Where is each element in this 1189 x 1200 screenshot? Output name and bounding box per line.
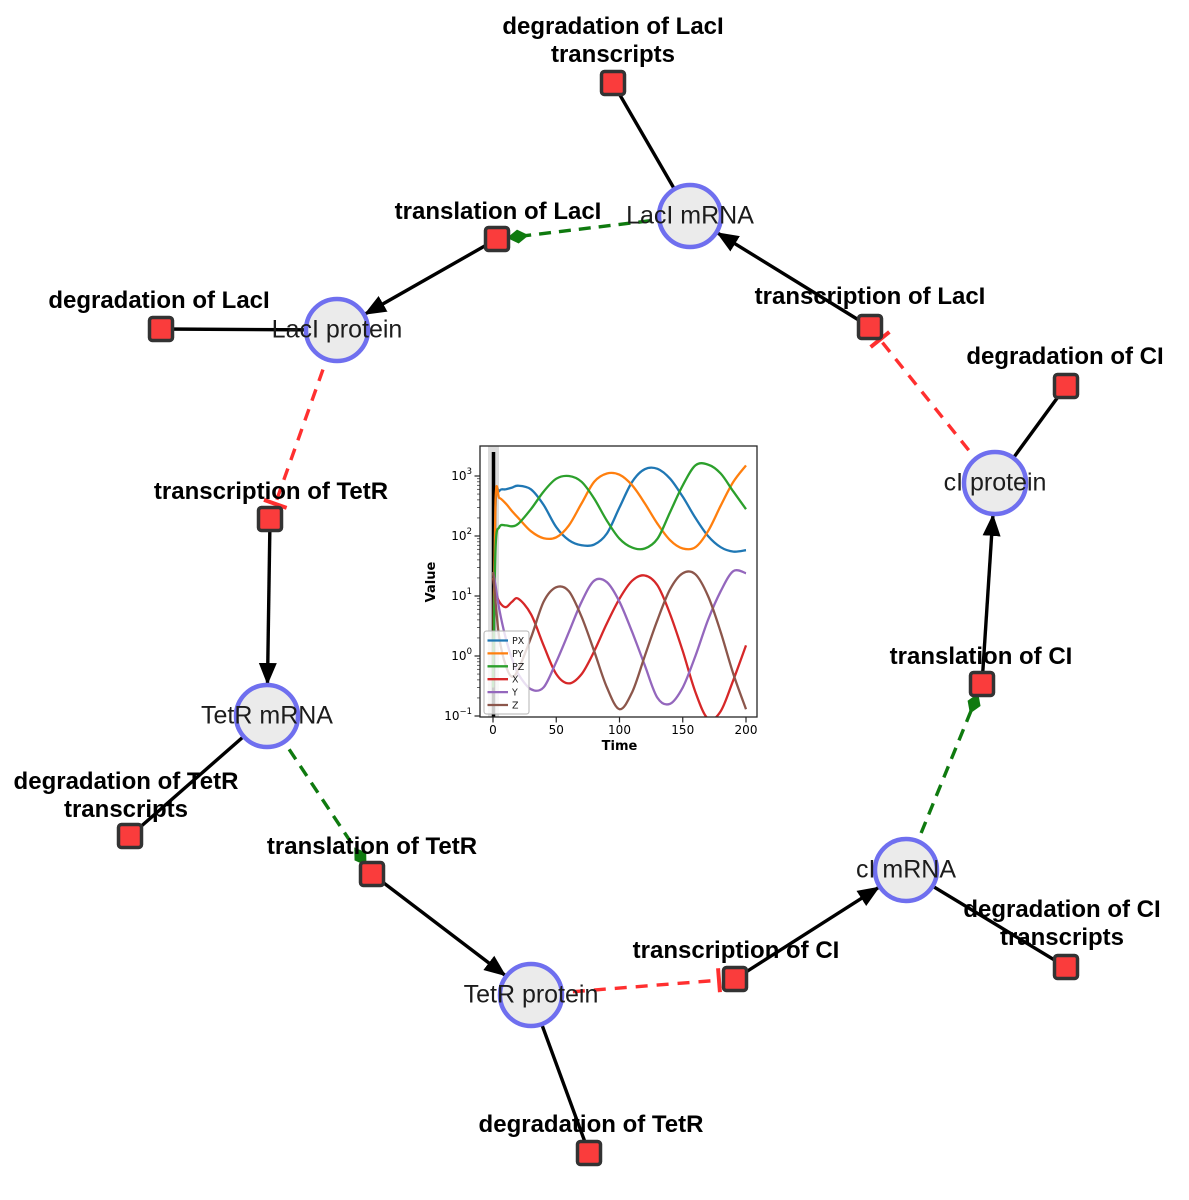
svg-text:100: 100: [451, 647, 472, 663]
svg-text:PY: PY: [512, 649, 524, 660]
svg-text:100: 100: [608, 723, 631, 737]
reaction-square-transcription-laci: [856, 313, 884, 341]
label-degradation-tetr-transcripts: degradation of TetR transcripts: [13, 768, 239, 823]
edge-transcription-ci-to-mrna: [734, 886, 880, 981]
svg-text:Z: Z: [512, 701, 519, 712]
svg-text:101: 101: [451, 587, 472, 603]
label-laci-mrna: LacI mRNA: [626, 201, 754, 230]
reaction-square-translation-tetr: [358, 860, 386, 888]
label-transcription-ci: transcription of CI: [632, 937, 840, 964]
svg-text:X: X: [512, 675, 519, 686]
svg-text:PX: PX: [512, 636, 525, 647]
reaction-square-translation-ci: [968, 670, 996, 698]
reaction-square-transcription-ci: [721, 965, 749, 993]
reaction-square-translation-laci: [483, 225, 511, 253]
oscillation-chart-svg: 0 50 100 150 200 103 102 101 100 10−1 Time Value PX P…: [424, 445, 758, 754]
reaction-square-transcription-tetr: [256, 505, 284, 533]
label-tetr-protein: TetR protein: [463, 980, 599, 1009]
edge-translation-laci-to-protein: [363, 237, 498, 316]
reaction-square-degradation-ci: [1052, 372, 1080, 400]
svg-text:PZ: PZ: [512, 662, 525, 673]
edge-translation-ci-to-protein: [980, 513, 1001, 685]
svg-text:0: 0: [489, 723, 497, 737]
label-degradation-ci: degradation of CI: [966, 343, 1164, 370]
label-translation-laci: translation of LacI: [394, 198, 602, 225]
svg-text:200: 200: [735, 723, 758, 737]
species-node-ci-protein: [961, 449, 1029, 517]
svg-text:150: 150: [671, 723, 694, 737]
svg-text:Time: Time: [602, 739, 638, 754]
label-transcription-laci: transcription of LacI: [754, 283, 986, 310]
svg-text:50: 50: [549, 723, 564, 737]
label-translation-ci: translation of CI: [889, 643, 1073, 670]
svg-text:Value: Value: [424, 561, 439, 602]
reaction-square-degradation-ci-transcripts: [1052, 953, 1080, 981]
oscillation-chart: 0 50 100 150 200 103 102 101 100 10−1 Time Value PX P…: [420, 432, 770, 762]
label-transcription-tetr: transcription of TetR: [153, 478, 389, 505]
species-node-laci-protein: [303, 296, 371, 364]
species-node-ci-mrna: [872, 836, 940, 904]
species-node-tetr-protein: [497, 961, 565, 1029]
label-translation-tetr: translation of TetR: [266, 833, 478, 860]
edge-transcription-tetr-to-mrna: [258, 518, 277, 685]
reaction-square-degradation-laci: [147, 315, 175, 343]
species-node-laci-mrna: [656, 182, 724, 250]
edge-translation-tetr-to-protein: [370, 872, 507, 977]
label-tetr-mrna: TetR mRNA: [201, 701, 333, 730]
label-degradation-laci-transcripts: degradation of LacI transcripts: [502, 13, 724, 68]
label-laci-protein: LacI protein: [271, 315, 403, 344]
svg-text:10−1: 10−1: [444, 707, 472, 723]
label-ci-mrna: cI mRNA: [856, 855, 956, 884]
label-degradation-laci: degradation of LacI: [48, 287, 270, 314]
svg-text:102: 102: [451, 527, 472, 543]
reaction-square-degradation-laci-transcripts: [599, 69, 627, 97]
svg-text:103: 103: [451, 467, 472, 483]
label-degradation-ci-transcripts: degradation of CI transcripts: [963, 896, 1161, 951]
edge-transcription-laci-to-mrna: [716, 231, 871, 329]
label-degradation-tetr: degradation of TetR: [478, 1111, 704, 1138]
species-node-tetr-mrna: [233, 682, 301, 750]
reaction-square-degradation-tetr-transcripts: [116, 822, 144, 850]
svg-text:Y: Y: [511, 688, 518, 699]
reaction-square-degradation-tetr: [575, 1139, 603, 1167]
label-ci-protein: cI protein: [943, 468, 1047, 497]
